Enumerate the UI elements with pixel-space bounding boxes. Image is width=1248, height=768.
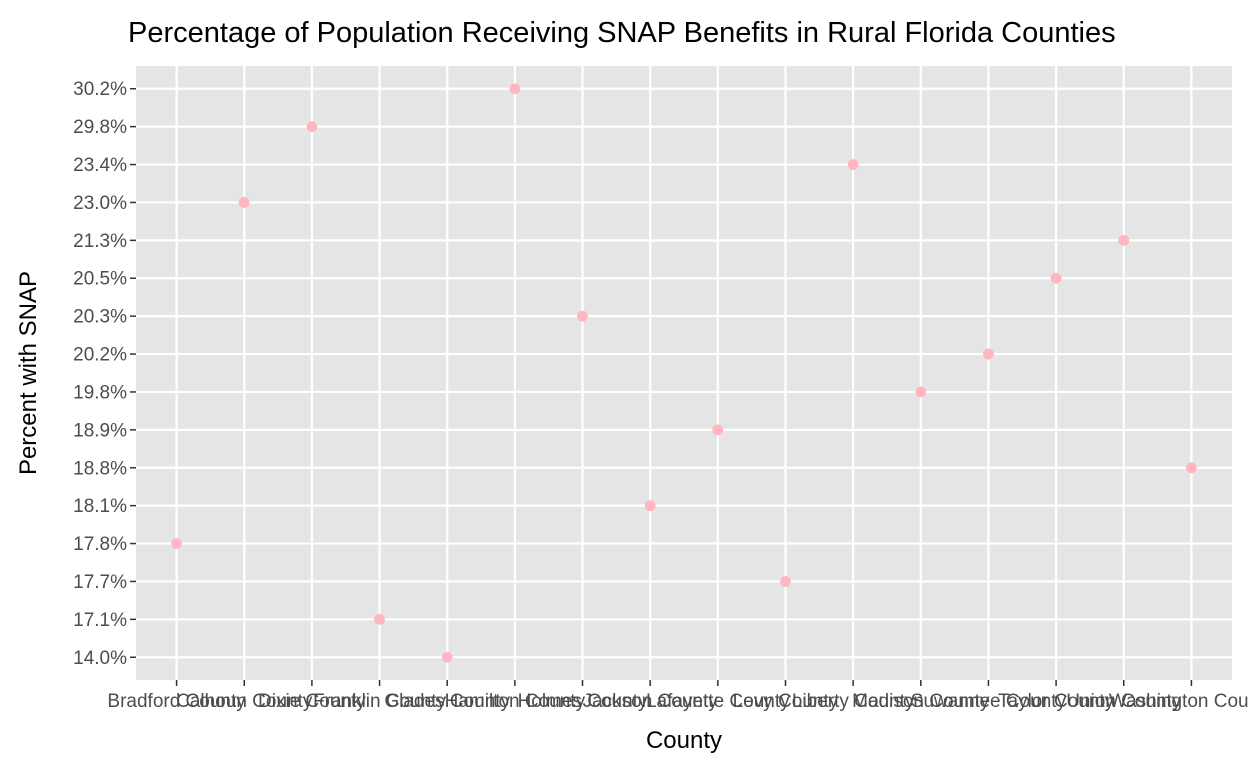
x-tick-label: Suwannee County <box>911 691 1067 712</box>
x-tick-label: Jackson County <box>583 691 719 712</box>
x-tick-label: Hamilton County <box>445 691 586 712</box>
y-tick-label: 14.0% <box>73 648 127 669</box>
data-point <box>238 197 250 208</box>
y-tick-label: 17.8% <box>73 534 127 555</box>
x-tick-label: Madison County <box>852 691 990 712</box>
y-axis: 14.0% 17.1% 17.7% 17.8% 18.1% 18.8% 18.9% 19.8%… <box>73 79 136 669</box>
data-point <box>441 651 453 663</box>
y-tick-label: 29.8% <box>73 117 127 138</box>
x-tick-label: Washington County <box>1109 691 1248 712</box>
data-point <box>577 310 588 322</box>
data-point <box>915 386 927 398</box>
x-tick-label: Taylor County <box>998 691 1115 712</box>
y-tick-label: 20.3% <box>73 307 127 328</box>
data-point <box>374 613 385 625</box>
data-point <box>712 424 724 436</box>
x-tick-label: Holmes County <box>518 691 648 712</box>
y-tick-label: 17.1% <box>73 610 127 631</box>
y-tick-label: 21.3% <box>73 231 127 252</box>
y-tick-label: 20.2% <box>73 345 127 366</box>
y-tick-label: 23.0% <box>73 193 127 214</box>
data-point <box>171 538 182 549</box>
data-point <box>644 500 656 512</box>
data-point <box>780 576 791 587</box>
y-axis-title: Percent with SNAP <box>15 271 42 475</box>
x-axis-title: County <box>646 727 722 754</box>
y-tick-label: 20.5% <box>73 269 127 290</box>
data-point <box>1186 462 1197 474</box>
x-tick-label: Union County <box>1066 691 1182 712</box>
grid-lines <box>136 66 1232 680</box>
plot-panel <box>136 66 1232 680</box>
y-tick-label: 19.8% <box>73 382 127 403</box>
y-tick-label: 18.9% <box>73 420 127 441</box>
x-tick-label: Franklin County <box>313 691 447 712</box>
x-tick-label: Lafayette County <box>646 691 790 712</box>
y-tick-label: 18.1% <box>73 496 127 517</box>
chart-title: Percentage of Population Receiving SNAP … <box>128 17 1116 49</box>
x-tick-label: Dixie County <box>258 691 366 712</box>
data-point <box>1118 234 1130 246</box>
y-tick-label: 30.2% <box>73 79 127 100</box>
data-point <box>847 159 859 170</box>
data-point <box>1050 272 1062 284</box>
x-tick-label: Levy County <box>733 691 839 712</box>
y-tick-label: 18.8% <box>73 458 127 479</box>
y-tick-label: 17.7% <box>73 572 127 593</box>
x-tick-label: Calhoun County <box>176 691 313 712</box>
data-points <box>171 83 1197 663</box>
x-tick-label: Glades County <box>384 691 510 712</box>
x-tick-label: Bradford County <box>107 691 246 712</box>
data-point <box>306 121 318 133</box>
y-tick-label: 23.4% <box>73 155 127 176</box>
data-point <box>509 83 521 95</box>
x-tick-label: Liberty County <box>792 691 915 712</box>
data-point <box>983 348 994 360</box>
